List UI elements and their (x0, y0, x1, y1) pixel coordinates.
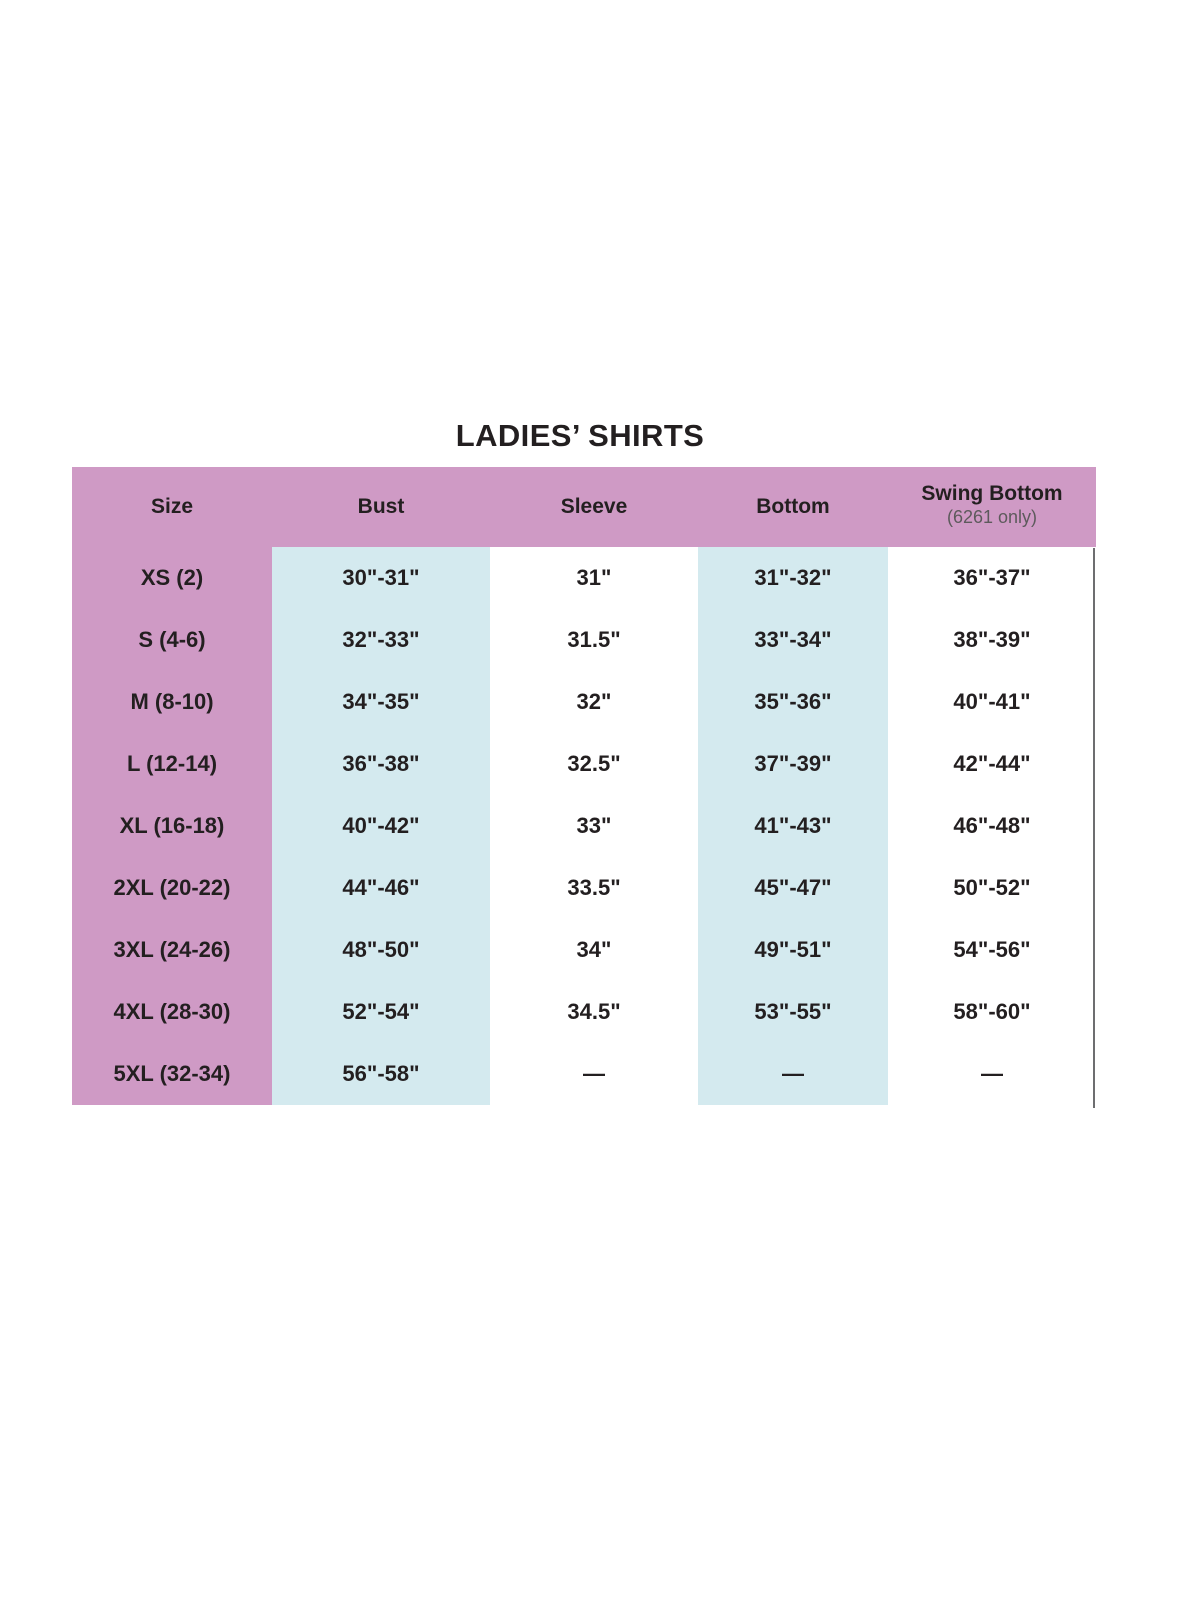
column-header-swing-bottom-note: (6261 only) (946, 507, 1038, 528)
cell-swing-bottom: 42"-44" (888, 733, 1096, 795)
cell-sleeve: 31" (490, 547, 698, 609)
column-header-size: Size (72, 467, 272, 547)
cell-bottom: 49"-51" (698, 919, 888, 981)
cell-swing-bottom: 36"-37" (888, 547, 1096, 609)
column-header-bottom: Bottom (698, 467, 888, 547)
cell-size: M (8-10) (72, 671, 272, 733)
cell-size: 4XL (28-30) (72, 981, 272, 1043)
table-row: XS (2) 30"-31" 31" 31"-32" 36"-37" (72, 547, 1096, 609)
cell-bust: 40"-42" (272, 795, 490, 857)
cell-bottom: 45"-47" (698, 857, 888, 919)
table-right-divider (1093, 548, 1095, 1108)
cell-sleeve: 32.5" (490, 733, 698, 795)
table-row: 2XL (20-22) 44"-46" 33.5" 45"-47" 50"-52… (72, 857, 1096, 919)
table-row: S (4-6) 32"-33" 31.5" 33"-34" 38"-39" (72, 609, 1096, 671)
cell-bust: 48"-50" (272, 919, 490, 981)
cell-swing-bottom: 50"-52" (888, 857, 1096, 919)
cell-bottom: 33"-34" (698, 609, 888, 671)
cell-sleeve: — (490, 1043, 698, 1105)
cell-swing-bottom: 58"-60" (888, 981, 1096, 1043)
table-header: Size Bust Sleeve Bottom Swing Bottom (62… (72, 467, 1096, 547)
cell-size: 5XL (32-34) (72, 1043, 272, 1105)
cell-bottom: 37"-39" (698, 733, 888, 795)
cell-swing-bottom: 54"-56" (888, 919, 1096, 981)
cell-sleeve: 33.5" (490, 857, 698, 919)
column-header-bottom-label: Bottom (756, 494, 830, 518)
cell-swing-bottom: 38"-39" (888, 609, 1096, 671)
cell-bottom: 41"-43" (698, 795, 888, 857)
cell-size: L (12-14) (72, 733, 272, 795)
cell-bust: 34"-35" (272, 671, 490, 733)
cell-bust: 56"-58" (272, 1043, 490, 1105)
cell-size: 3XL (24-26) (72, 919, 272, 981)
cell-sleeve: 34.5" (490, 981, 698, 1043)
table-row: L (12-14) 36"-38" 32.5" 37"-39" 42"-44" (72, 733, 1096, 795)
cell-size: XS (2) (72, 547, 272, 609)
cell-bottom: — (698, 1043, 888, 1105)
table-row: 3XL (24-26) 48"-50" 34" 49"-51" 54"-56" (72, 919, 1096, 981)
table-row: 5XL (32-34) 56"-58" — — — (72, 1043, 1096, 1105)
size-chart-table: Size Bust Sleeve Bottom Swing Bottom (62… (72, 467, 1096, 1105)
cell-bust: 32"-33" (272, 609, 490, 671)
cell-sleeve: 31.5" (490, 609, 698, 671)
column-header-size-label: Size (150, 494, 194, 518)
cell-size: XL (16-18) (72, 795, 272, 857)
cell-size: S (4-6) (72, 609, 272, 671)
table-body: XS (2) 30"-31" 31" 31"-32" 36"-37" S (4-… (72, 547, 1096, 1105)
column-header-bust: Bust (272, 467, 490, 547)
cell-bust: 36"-38" (272, 733, 490, 795)
table-row: M (8-10) 34"-35" 32" 35"-36" 40"-41" (72, 671, 1096, 733)
table-row: 4XL (28-30) 52"-54" 34.5" 53"-55" 58"-60… (72, 981, 1096, 1043)
cell-bottom: 31"-32" (698, 547, 888, 609)
cell-bottom: 35"-36" (698, 671, 888, 733)
cell-swing-bottom: 46"-48" (888, 795, 1096, 857)
column-header-sleeve: Sleeve (490, 467, 698, 547)
column-header-swing-bottom-label: Swing Bottom (921, 482, 1063, 506)
cell-swing-bottom: 40"-41" (888, 671, 1096, 733)
cell-sleeve: 32" (490, 671, 698, 733)
cell-size: 2XL (20-22) (72, 857, 272, 919)
cell-sleeve: 33" (490, 795, 698, 857)
column-header-sleeve-label: Sleeve (560, 494, 628, 518)
cell-bust: 30"-31" (272, 547, 490, 609)
page-title: LADIES’ SHIRTS (455, 418, 705, 453)
cell-swing-bottom: — (888, 1043, 1096, 1105)
cell-bust: 44"-46" (272, 857, 490, 919)
table-row: XL (16-18) 40"-42" 33" 41"-43" 46"-48" (72, 795, 1096, 857)
header-row: Size Bust Sleeve Bottom Swing Bottom (62… (72, 467, 1096, 547)
column-header-bust-label: Bust (357, 494, 405, 518)
column-header-swing-bottom: Swing Bottom (6261 only) (888, 467, 1096, 547)
cell-bust: 52"-54" (272, 981, 490, 1043)
cell-sleeve: 34" (490, 919, 698, 981)
cell-bottom: 53"-55" (698, 981, 888, 1043)
